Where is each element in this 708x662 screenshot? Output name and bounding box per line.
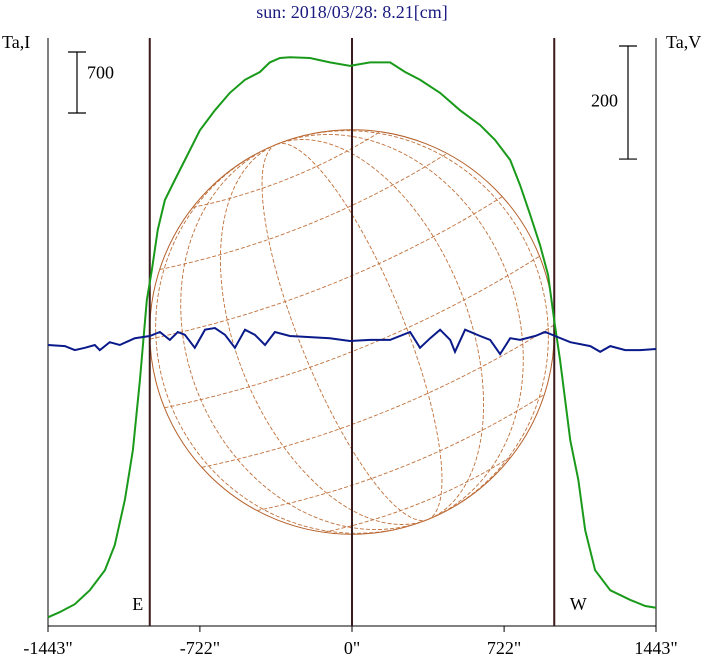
meridian <box>276 130 549 520</box>
limb-label: E <box>132 594 143 614</box>
parallel <box>192 131 381 208</box>
meridian <box>220 144 428 525</box>
meridian <box>276 139 484 520</box>
series-line <box>47 326 657 356</box>
x-tick-label: -1443" <box>23 638 72 658</box>
y-axis-label: Ta,I <box>2 32 30 52</box>
meridian <box>155 144 428 534</box>
sun-grid <box>149 130 555 534</box>
meridian <box>180 144 428 530</box>
scale-bar <box>68 51 86 114</box>
solar-disk <box>149 129 555 535</box>
y2-axis-label: Ta,V <box>666 32 701 52</box>
meridian <box>276 134 524 520</box>
x-tick-label: 722" <box>487 638 521 658</box>
parallel <box>256 394 545 512</box>
x-tick-label: 0" <box>344 638 360 658</box>
x-tick-label: -722" <box>180 638 220 658</box>
series-line <box>47 56 657 619</box>
parallel <box>164 255 540 409</box>
parallel <box>323 456 512 533</box>
limb-label: W <box>570 594 587 614</box>
parallel <box>201 324 555 468</box>
parallel <box>159 153 448 270</box>
chart-title: sun: 2018/03/28: 8.21[cm] <box>256 2 448 22</box>
scale-bar-label: 700 <box>87 63 114 83</box>
x-tick-label: 1443" <box>634 638 677 658</box>
meridian <box>261 144 428 521</box>
meridian <box>276 143 443 520</box>
scale-bar-label: 200 <box>591 91 618 111</box>
parallel <box>149 196 503 340</box>
scale-bar <box>619 45 637 160</box>
